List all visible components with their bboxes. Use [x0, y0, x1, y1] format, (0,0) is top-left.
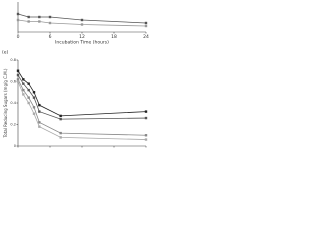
data-point [38, 121, 41, 124]
series-line [17, 81, 147, 140]
data-point [16, 18, 20, 22]
data-point [80, 18, 84, 22]
data-point [32, 112, 36, 115]
data-point [38, 110, 41, 113]
data-point [22, 78, 25, 81]
y-tick-label: 0.4 [10, 101, 16, 105]
data-point [59, 117, 62, 121]
x-tick-label: 6 [49, 34, 52, 40]
data-point [144, 21, 148, 25]
data-point [59, 131, 62, 135]
data-point [48, 15, 52, 19]
x-tick-label: 12 [79, 34, 85, 40]
data-point [80, 23, 84, 26]
data-point [16, 69, 20, 72]
series-line [17, 79, 147, 136]
series-line [17, 13, 147, 24]
data-point [144, 24, 148, 28]
data-point [32, 96, 36, 99]
data-point [22, 93, 25, 96]
data-point [38, 103, 41, 107]
data-point [27, 101, 30, 105]
data-point [144, 134, 148, 137]
data-point [144, 138, 148, 141]
data-point [27, 96, 30, 99]
series-line [17, 19, 147, 27]
x-tick-label: 24 [143, 34, 149, 40]
y-axis-label: Total Reducing Sugars (mg/g C.M.) [3, 68, 8, 138]
y-tick-label: 0.2 [10, 123, 16, 127]
data-point [16, 80, 20, 83]
y-tick-label: 0.8 [10, 58, 16, 62]
data-point [27, 15, 30, 19]
figure: 0 6 12 18 24 Incubation Time (hours) 0 0.2 0.4 0.… [2, 2, 149, 148]
data-point [16, 78, 20, 81]
panel-label: (e) [2, 50, 9, 56]
series-line [17, 70, 147, 117]
data-point [32, 106, 36, 109]
data-point [16, 73, 20, 77]
data-point [48, 21, 52, 25]
data-point [38, 15, 41, 19]
data-point [59, 114, 62, 118]
data-point [38, 125, 41, 128]
data-point [144, 116, 148, 120]
data-point [38, 20, 41, 23]
data-point [27, 82, 30, 85]
data-point [27, 20, 30, 23]
x-tick-label: 0 [17, 34, 20, 40]
data-point [59, 136, 62, 139]
data-point [27, 88, 30, 92]
data-point [144, 110, 148, 113]
data-point [22, 88, 25, 92]
y-tick-label: 0 [14, 144, 16, 148]
data-point [32, 91, 36, 94]
data-point [22, 82, 25, 85]
data-point [16, 12, 20, 16]
x-axis-label: Incubation Time (hours) [55, 40, 109, 46]
y-tick-label: 0.6 [10, 80, 16, 84]
x-tick-label: 18 [111, 34, 117, 40]
